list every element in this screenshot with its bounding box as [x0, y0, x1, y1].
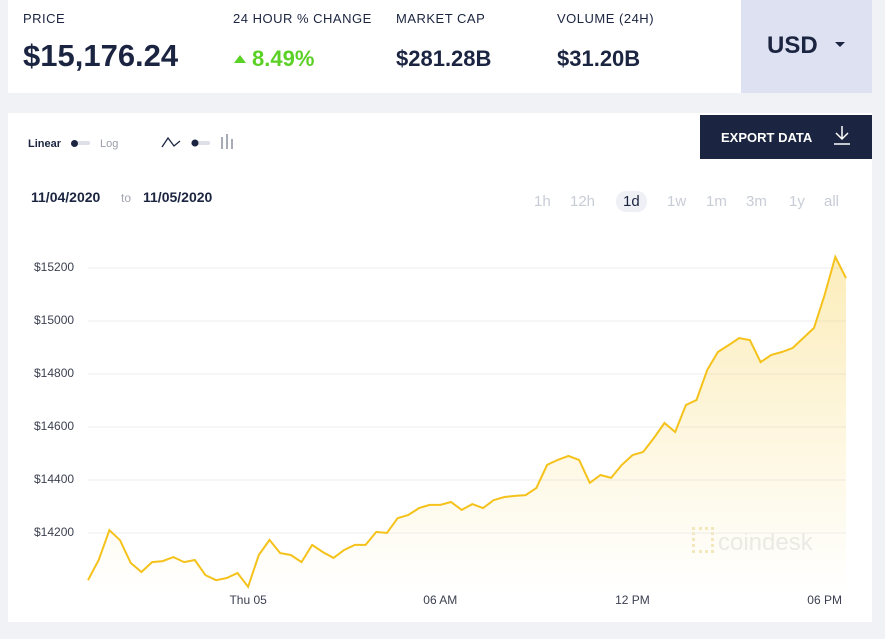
stat-value: $281.28B: [396, 46, 492, 71]
range-button[interactable]: 1y: [789, 193, 805, 210]
stat-value: 8.49%: [252, 46, 315, 71]
stat-label: PRICE: [23, 11, 66, 26]
y-tick-label: $14200: [34, 525, 74, 539]
stat-value: $15,176.24: [23, 38, 179, 73]
area-fill: [88, 256, 846, 592]
toggle-knob: [191, 139, 199, 147]
stats-card: [8, 0, 741, 93]
stat-label: VOLUME (24H): [557, 11, 655, 26]
stat-label: 24 HOUR % CHANGE: [233, 11, 372, 26]
export-button[interactable]: EXPORT DATA: [700, 115, 872, 159]
range-button[interactable]: 3m: [746, 193, 767, 210]
date-sep: to: [121, 191, 132, 205]
bar-icon: [221, 137, 223, 149]
currency: USD: [767, 32, 818, 59]
x-tick-label: 06 PM: [807, 593, 842, 607]
x-tick-label: 12 PM: [615, 593, 650, 607]
date-to[interactable]: 11/05/2020: [143, 189, 213, 205]
y-tick-label: $15200: [34, 260, 74, 274]
range-button[interactable]: all: [824, 193, 840, 210]
stat-value: $31.20B: [557, 46, 641, 71]
download-icon: [834, 126, 850, 145]
range-button[interactable]: 1w: [667, 193, 687, 210]
export-label: EXPORT DATA: [721, 130, 813, 145]
x-tick-label: Thu 05: [229, 593, 267, 607]
scale-option[interactable]: Linear: [28, 138, 62, 150]
date-from[interactable]: 11/04/2020: [31, 189, 101, 205]
currency-select[interactable]: USD: [741, 0, 872, 93]
toggle[interactable]: [71, 139, 90, 147]
price-line: [87, 254, 847, 589]
range-button[interactable]: 12h: [570, 193, 596, 210]
range-button[interactable]: 1d: [616, 191, 647, 212]
y-tick-label: $14400: [34, 472, 74, 486]
caret: [835, 42, 845, 47]
y-tick-label: $14600: [34, 419, 74, 433]
x-tick-label: 06 AM: [423, 593, 457, 607]
range-button[interactable]: 1m: [706, 193, 727, 210]
up-arrow: [234, 55, 246, 63]
chart-type-toggle[interactable]: [160, 133, 240, 153]
bar-icon: [226, 134, 228, 149]
line-icon: [161, 136, 181, 148]
y-tick-label: $14800: [34, 366, 74, 380]
y-tick-label: $15000: [34, 313, 74, 327]
bar-icon: [231, 139, 233, 149]
stat-label: MARKET CAP: [396, 11, 486, 26]
range-button[interactable]: 1h: [534, 193, 551, 210]
scale-option[interactable]: Log: [100, 138, 119, 150]
